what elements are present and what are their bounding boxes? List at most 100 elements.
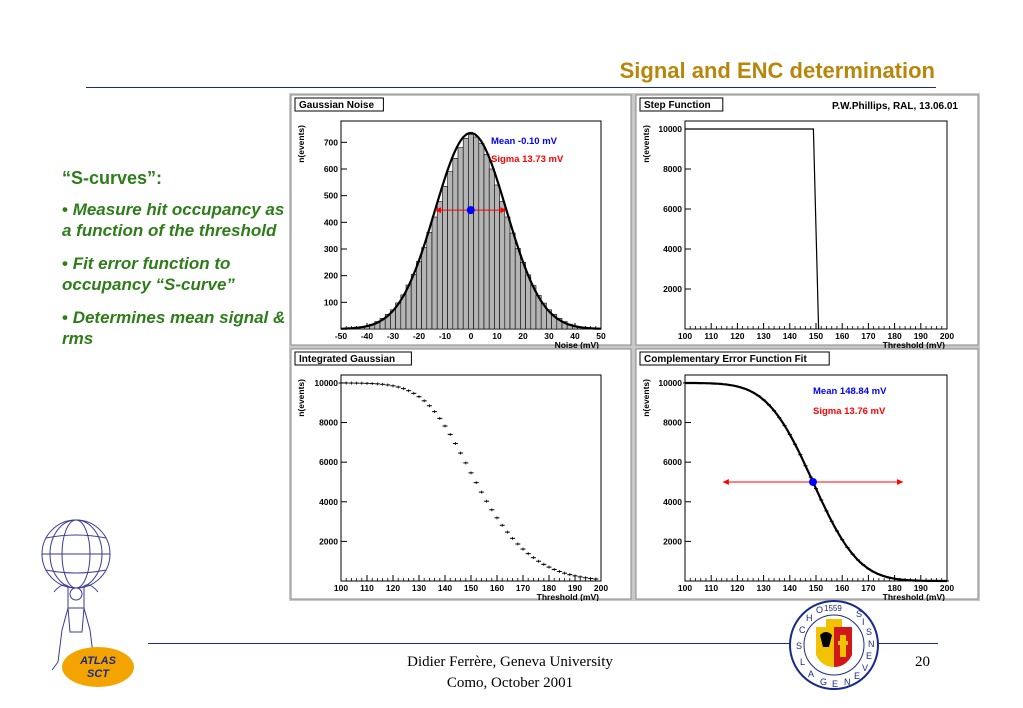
x-axis-label: Threshold (mV) — [883, 592, 946, 601]
x-tick-label: 140 — [783, 583, 797, 593]
panel-title-box — [639, 97, 724, 112]
y-tick-label: 8000 — [319, 418, 338, 428]
bullet-text: Fit error function to occupancy “S-curve… — [62, 254, 235, 294]
x-tick-label: -30 — [387, 331, 400, 341]
histogram-bar — [525, 274, 532, 330]
chart-panel: Step Function P.W.Phillips, RAL, 13.06.01… — [635, 94, 979, 350]
x-tick-label: 160 — [490, 583, 504, 593]
x-tick-label: 100 — [334, 583, 348, 593]
histogram-bar — [426, 232, 433, 330]
histogram-bar — [442, 186, 448, 330]
histogram-bar — [431, 216, 438, 330]
panel-title-box — [639, 351, 830, 366]
geneva-shield-icon — [816, 619, 852, 667]
atlas-badge-text: ATLAS — [79, 655, 117, 667]
svg-text:I: I — [862, 617, 865, 627]
y-axis-label: n(events) — [641, 125, 651, 163]
histogram-bar — [520, 262, 526, 330]
footer-rule — [148, 643, 938, 644]
page-number: 20 — [915, 654, 930, 670]
sigma-arrowhead — [897, 478, 904, 485]
svg-text:H: H — [806, 613, 813, 623]
x-tick-label: -20 — [413, 331, 426, 341]
y-tick-label: 2000 — [319, 536, 338, 546]
svg-text:A: A — [808, 669, 814, 679]
panel-title: Step Function — [644, 100, 711, 111]
footer-author: Didier Ferrère, Geneva University — [407, 654, 613, 670]
histogram-bar — [473, 136, 480, 330]
histogram-bar — [410, 274, 417, 330]
x-tick-label: 130 — [412, 583, 426, 593]
histogram-bar — [478, 143, 485, 330]
svg-text:N: N — [844, 677, 851, 687]
sigma-arrowhead — [722, 478, 729, 485]
svg-text:S: S — [866, 627, 872, 637]
panel-subtitle: P.W.Phillips, RAL, 13.06.01 — [832, 101, 958, 112]
x-tick-label: 130 — [757, 331, 771, 341]
x-tick-label: -40 — [361, 331, 374, 341]
y-tick-label: 6000 — [319, 457, 338, 467]
x-tick-label: 190 — [568, 583, 582, 593]
x-tick-label: 100 — [678, 583, 692, 593]
sigma-annotation: Sigma 13.73 mV — [491, 154, 564, 165]
histogram-bar — [468, 134, 474, 330]
svg-text:C: C — [799, 625, 806, 635]
y-tick-label: 400 — [324, 217, 338, 227]
x-tick-label: 110 — [704, 583, 718, 593]
y-tick-label: 100 — [324, 297, 338, 307]
x-tick-label: 190 — [914, 331, 928, 341]
histogram-bar — [499, 201, 506, 330]
panel-title: Integrated Gaussian — [299, 354, 395, 365]
x-tick-label: 100 — [678, 331, 692, 341]
x-tick-label: 0 — [469, 331, 474, 341]
plot-area — [684, 374, 948, 582]
mean-marker — [808, 477, 817, 486]
x-tick-label: 40 — [570, 331, 580, 341]
x-tick-label: 180 — [888, 583, 902, 593]
y-axis-label: n(events) — [641, 379, 651, 417]
histogram-bar — [504, 216, 511, 330]
svg-text:E: E — [854, 671, 860, 681]
y-tick-label: 300 — [324, 244, 338, 254]
histogram-bar — [494, 184, 500, 330]
sigma-arrowhead — [435, 207, 442, 214]
x-tick-label: 150 — [464, 583, 478, 593]
step-function-line — [685, 128, 820, 330]
y-tick-label: 600 — [324, 164, 338, 174]
section-heading: “S-curves”: — [62, 168, 163, 188]
x-tick-label: 180 — [888, 331, 902, 341]
histogram-bar — [452, 158, 459, 330]
chart-panel: Gaussian Noise -50 -40 -30 -20 -10 0 10 20 30 40 50… — [290, 94, 632, 350]
y-tick-label: 8000 — [663, 164, 682, 174]
x-tick-label: 200 — [940, 331, 954, 341]
bullet-item: • Measure hit occupancy as a function of… — [62, 200, 285, 240]
x-tick-label: 170 — [861, 583, 875, 593]
histogram-bar — [457, 147, 464, 330]
bullet-text: Measure hit occupancy as a function of t… — [62, 200, 285, 240]
histogram-bar — [416, 261, 422, 330]
sigma-arrowhead — [500, 207, 507, 214]
bullet-block: “S-curves”: • Measure hit occupancy as a… — [62, 168, 292, 361]
y-tick-label: 200 — [324, 271, 338, 281]
y-axis-label: n(events) — [296, 125, 306, 163]
y-tick-label: 4000 — [663, 244, 682, 254]
slide-title: Signal and ENC determination — [619, 58, 935, 83]
x-tick-label: 110 — [704, 331, 718, 341]
x-tick-label: 140 — [783, 331, 797, 341]
x-tick-label: 190 — [914, 583, 928, 593]
histogram-bar — [462, 138, 469, 330]
x-tick-label: 180 — [542, 583, 556, 593]
footer-venue: Como, October 2001 — [446, 675, 574, 691]
y-tick-label: 6000 — [663, 457, 682, 467]
x-tick-label: 200 — [594, 583, 608, 593]
x-tick-label: 170 — [861, 331, 875, 341]
bullet-item: • Determines mean signal & rms — [62, 308, 286, 348]
panel-title-box — [294, 351, 412, 366]
bullet-item: • Fit error function to occupancy “S-cur… — [62, 254, 235, 294]
panel-title: Complementary Error Function Fit — [644, 354, 807, 365]
panel-title: Gaussian Noise — [299, 100, 374, 111]
y-tick-label: 2000 — [663, 284, 682, 294]
svg-text:S: S — [856, 609, 862, 619]
